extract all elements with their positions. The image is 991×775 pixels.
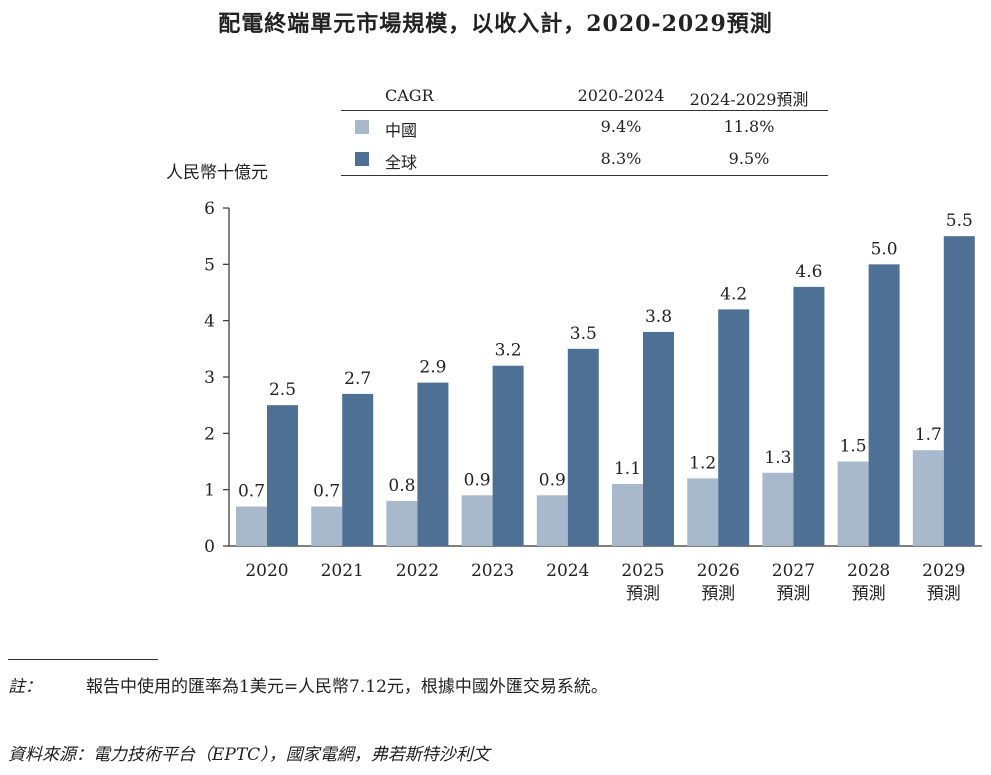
data-label: 0.9 (464, 470, 491, 490)
data-label: 0.7 (238, 482, 265, 502)
cagr-header-label: CAGR (385, 86, 434, 105)
cagr-header-period-1: 2020-2024 (577, 86, 665, 105)
cagr-table: CAGR 2020-2024 2024-2029預測 中國 9.4% 11.8%… (341, 80, 828, 176)
x-tick-label: 預測 (701, 584, 735, 604)
cagr-header-period-2: 2024-2029預測 (689, 90, 809, 109)
cagr-value: 9.4% (600, 117, 642, 136)
data-label: 1.1 (614, 459, 641, 479)
data-label: 3.5 (570, 324, 597, 344)
source-line: 資料來源：電力技術平台（EPTC），國家電網，弗若斯特沙利文 (8, 745, 490, 765)
legend-label-china: 中國 (385, 121, 418, 140)
data-label: 3.2 (495, 341, 522, 361)
bar-china (386, 500, 418, 546)
footnote-label: 註： (8, 677, 42, 697)
legend-swatch-global (355, 152, 369, 166)
x-tick-label: 2023 (471, 561, 514, 581)
y-tick-label: 2 (204, 424, 215, 444)
footnote-text: 報告中使用的匯率為1美元=人民幣7.12元，根據中國外匯交易系統。 (86, 677, 608, 697)
x-tick-label: 2021 (321, 561, 364, 581)
bar-global (417, 382, 449, 546)
cagr-row-global: 全球 8.3% 9.5% (341, 143, 828, 176)
bar-global (868, 264, 900, 546)
bar-china (311, 506, 343, 546)
bar-china (612, 484, 643, 546)
data-label: 1.7 (915, 425, 942, 445)
data-label: 5.0 (871, 239, 898, 259)
bar-china (837, 461, 869, 546)
y-tick-label: 3 (204, 368, 215, 388)
x-tick-label: 預測 (626, 584, 660, 604)
legend-label-global: 全球 (385, 153, 418, 172)
bar-global (943, 236, 975, 546)
data-label: 0.8 (388, 476, 415, 496)
x-tick-label: 2022 (396, 561, 439, 581)
bar-china (461, 495, 493, 546)
data-label: 3.8 (645, 307, 672, 327)
data-label: 1.2 (689, 453, 716, 473)
cagr-value: 11.8% (723, 117, 775, 136)
cagr-value: 8.3% (600, 149, 642, 168)
data-label: 4.2 (720, 284, 747, 304)
data-label: 2.9 (419, 358, 446, 378)
y-axis-unit-label: 人民幣十億元 (166, 163, 268, 183)
bar-global (267, 405, 298, 546)
data-label: 2.5 (269, 380, 296, 400)
bar-china (912, 450, 944, 546)
x-tick-label: 2024 (546, 561, 589, 581)
cagr-value: 9.5% (728, 149, 770, 168)
bar-china (536, 495, 568, 546)
x-tick-label: 預測 (852, 584, 886, 604)
y-tick-label: 5 (204, 255, 215, 275)
data-label: 1.5 (840, 437, 867, 457)
footnote: 註： 報告中使用的匯率為1美元=人民幣7.12元，根據中國外匯交易系統。 (8, 672, 608, 697)
chart-title: 配電終端單元市場規模，以收入計，2020-2029預測 (218, 11, 773, 37)
bar-global (643, 331, 674, 546)
bar-chart: 0 1 2 3 4 5 6 0.7 2.5 2020 0.7 2.7 2021 0.8 2.9 2022 0.9… (204, 199, 982, 604)
x-tick-label: 2028 (847, 561, 890, 581)
data-label: 4.6 (795, 262, 822, 282)
bar-china (236, 506, 267, 546)
x-tick-label: 2020 (245, 561, 288, 581)
bar-global (793, 286, 825, 546)
x-tick-label: 2029 (922, 561, 965, 581)
y-tick-label: 1 (204, 481, 215, 501)
bar-global (718, 309, 750, 546)
cagr-row-china: 中國 9.4% 11.8% (341, 111, 828, 143)
x-tick-label: 預測 (927, 584, 961, 604)
bar-china (687, 478, 719, 546)
note-divider (8, 659, 158, 660)
y-tick-label: 4 (204, 312, 215, 332)
y-tick-label: 6 (204, 199, 215, 219)
legend-swatch-china (355, 120, 369, 134)
bar-global (342, 393, 374, 546)
bar-global (567, 348, 599, 546)
x-tick-label: 2026 (697, 561, 740, 581)
data-label: 1.3 (764, 448, 791, 468)
data-label: 0.9 (539, 470, 566, 490)
bar-global (492, 365, 524, 546)
data-label: 5.5 (946, 211, 973, 231)
cagr-header-row: CAGR 2020-2024 2024-2029預測 (341, 80, 828, 111)
y-tick-label: 0 (204, 537, 215, 557)
x-tick-label: 預測 (776, 584, 810, 604)
x-tick-label: 2027 (772, 561, 815, 581)
x-tick-label: 2025 (621, 561, 664, 581)
data-label: 0.7 (313, 482, 340, 502)
data-label: 2.7 (344, 369, 371, 389)
bar-china (762, 472, 794, 546)
